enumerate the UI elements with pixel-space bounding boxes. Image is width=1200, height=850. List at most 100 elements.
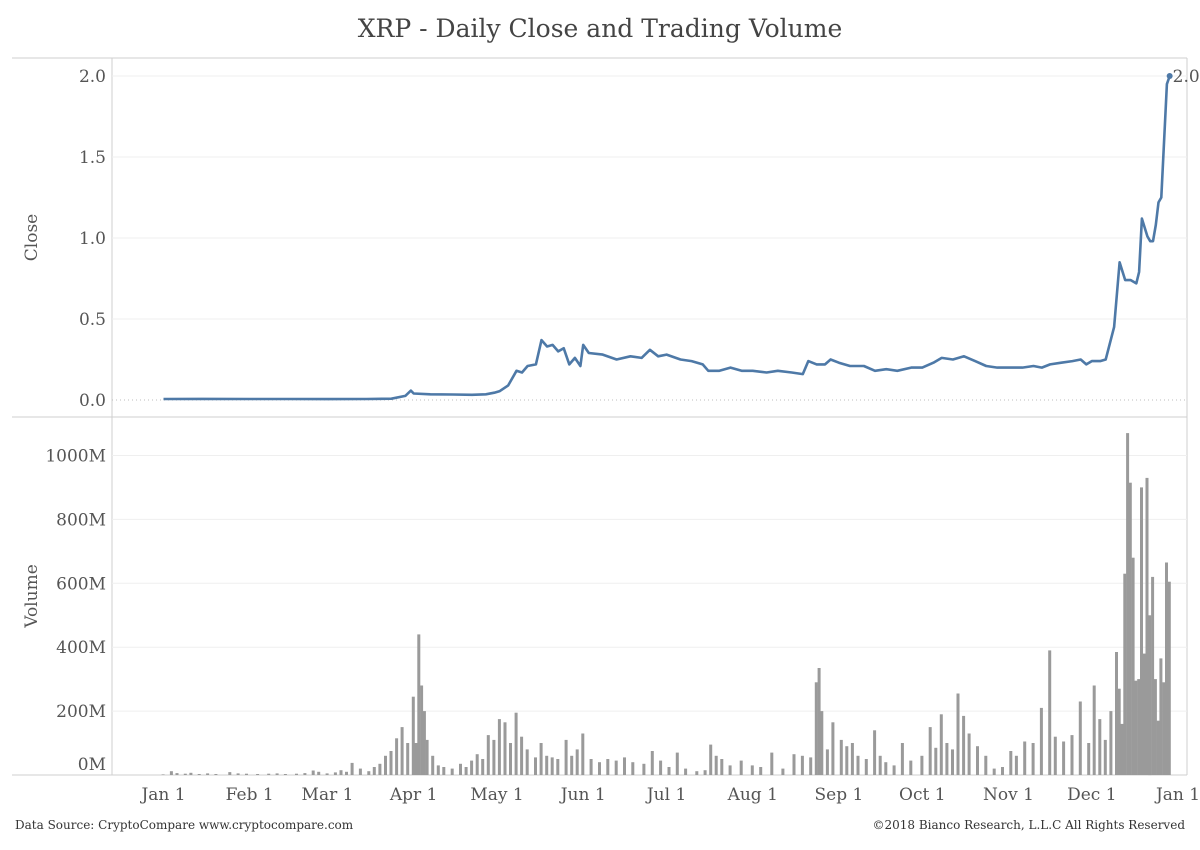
volume-bar <box>550 757 554 775</box>
volume-bar <box>1120 723 1124 775</box>
volume-bar <box>992 768 996 775</box>
volume-bar <box>564 739 568 775</box>
x-tick-label: Sep 1 <box>815 785 864 805</box>
volume-bar <box>800 755 804 775</box>
volume-bar <box>709 744 713 775</box>
volume-bar <box>570 755 574 775</box>
volume-bar <box>325 773 329 775</box>
volume-bar <box>1131 557 1135 775</box>
x-tick-label: Apr 1 <box>389 785 438 805</box>
volume-bar <box>1162 682 1166 775</box>
volume-bar <box>714 755 718 775</box>
volume-bar <box>1001 767 1004 775</box>
volume-bar <box>831 722 835 775</box>
volume-bar <box>486 735 490 775</box>
volume-bar <box>606 759 610 775</box>
volume-bar <box>650 751 654 775</box>
volume-bar <box>856 755 860 775</box>
volume-bar <box>781 768 785 775</box>
volume-bar <box>928 727 932 775</box>
x-tick-label: Oct 1 <box>899 785 946 805</box>
volume-y-tick-label: 0M <box>78 755 106 775</box>
volume-bar <box>372 767 376 775</box>
volume-bar <box>1062 741 1066 775</box>
volume-bar <box>642 763 646 775</box>
volume-bar <box>436 765 440 775</box>
volume-bar <box>503 722 507 775</box>
volume-bar <box>667 767 671 775</box>
volume-bar <box>367 771 371 775</box>
volume-bar <box>525 749 529 775</box>
volume-bar <box>817 668 821 775</box>
volume-bar <box>1165 562 1168 775</box>
volume-bar <box>909 760 913 775</box>
x-tick-label: Nov 1 <box>983 785 1034 805</box>
volume-bar <box>939 714 943 775</box>
volume-bar <box>317 771 321 775</box>
volume-bar <box>384 755 387 775</box>
volume-bar <box>1134 680 1138 775</box>
volume-bar <box>350 762 354 775</box>
volume-bar <box>509 743 512 775</box>
volume-bar <box>589 759 593 775</box>
volume-y-tick-label: 600M <box>56 574 106 594</box>
volume-bar <box>492 739 496 775</box>
close-price-line <box>163 75 1171 401</box>
volume-bar <box>892 765 896 775</box>
x-tick-label: Jun 1 <box>559 785 606 805</box>
volume-bar <box>1078 701 1082 775</box>
volume-bar <box>175 773 179 775</box>
volume-y-axis-label: Volume <box>22 564 42 629</box>
volume-bar <box>206 773 210 775</box>
volume-bar <box>1098 719 1102 775</box>
volume-bar <box>161 774 165 775</box>
volume-bar <box>425 739 429 775</box>
volume-bar <box>169 771 173 775</box>
volume-bar <box>183 773 187 775</box>
volume-y-tick-label: 1000M <box>45 447 106 467</box>
volume-bar <box>703 770 707 775</box>
volume-bar <box>311 770 315 775</box>
volume-bar <box>450 768 454 775</box>
volume-bar <box>245 773 248 775</box>
volume-bar <box>984 755 988 775</box>
volume-bar <box>1009 751 1013 775</box>
last-close-point <box>1166 73 1173 79</box>
volume-bar <box>417 634 421 775</box>
volume-bar <box>695 771 699 775</box>
volume-bar <box>406 743 410 775</box>
volume-bar <box>1167 581 1171 775</box>
volume-bar <box>825 749 829 775</box>
close-y-tick-label: 1.0 <box>79 229 106 249</box>
volume-bar <box>1014 755 1018 775</box>
chart-title: XRP - Daily Close and Trading Volume <box>357 14 843 43</box>
volume-bar <box>1053 736 1057 775</box>
volume-bar <box>631 762 635 775</box>
volume-bar <box>431 755 435 775</box>
volume-bar <box>728 765 732 775</box>
volume-bar <box>675 752 679 775</box>
close-y-tick-label: 0.5 <box>79 310 106 330</box>
volume-bar <box>1117 688 1121 775</box>
volume-bar <box>189 772 193 775</box>
volume-bar <box>1126 433 1130 775</box>
volume-bar <box>378 763 382 775</box>
x-tick-label: Jan 1 <box>1154 785 1200 805</box>
volume-bar <box>464 767 468 775</box>
close-y-axis-label: Close <box>22 214 42 261</box>
volume-bar <box>442 767 446 775</box>
volume-y-tick-label: 800M <box>56 510 106 530</box>
volume-bar <box>1048 650 1052 775</box>
volume-bar <box>228 772 232 775</box>
volume-bar <box>759 767 763 775</box>
volume-bar <box>598 762 601 775</box>
x-tick-label: Jul 1 <box>645 785 686 805</box>
volume-bar <box>809 757 813 775</box>
volume-bar <box>814 682 818 775</box>
volume-bar <box>236 773 240 775</box>
last-close-label: 2.00 <box>1173 67 1200 87</box>
x-tick-label: Feb 1 <box>226 785 274 805</box>
x-tick-label: May 1 <box>470 785 523 805</box>
volume-bar <box>623 757 626 775</box>
